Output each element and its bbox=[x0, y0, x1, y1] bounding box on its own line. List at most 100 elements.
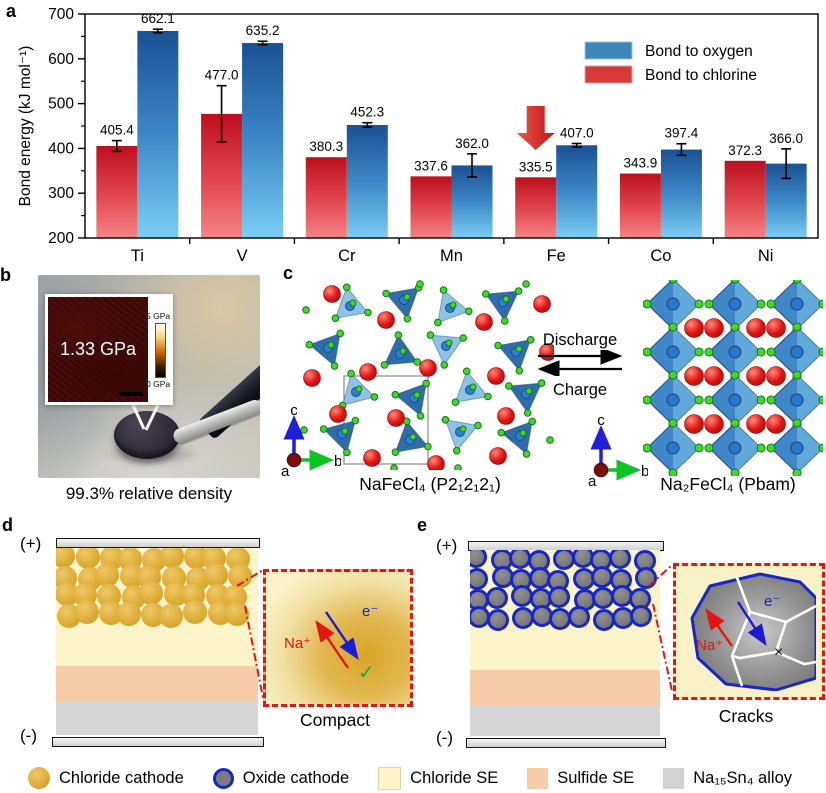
axis-triad: c b a bbox=[588, 412, 649, 490]
svg-text:Bond to chlorine: Bond to chlorine bbox=[645, 67, 757, 84]
legend-label: Na₁₅Sn₄ alloy bbox=[693, 768, 792, 787]
svg-text:Bond to oxygen: Bond to oxygen bbox=[645, 43, 753, 60]
legend-label: Sulfide SE bbox=[557, 768, 635, 787]
axis-c-label: c bbox=[290, 404, 298, 419]
reaction-arrows bbox=[537, 347, 623, 378]
svg-text:200: 200 bbox=[48, 230, 74, 247]
bar bbox=[305, 157, 347, 238]
hardness-value: 1.33 GPa bbox=[59, 339, 137, 359]
inset-connector-e bbox=[648, 564, 673, 692]
bar bbox=[96, 145, 138, 238]
nafecl4-caption: NaFeCl₄ (P2₁2₁2₁) bbox=[359, 474, 501, 494]
bond-energy-chart: 200 300 400 500 600 700 Bond energy (kJ mol⁻¹)… bbox=[17, 6, 819, 264]
positive-terminal-label: (+) bbox=[20, 534, 42, 553]
legend-label: Chloride cathode bbox=[59, 768, 184, 787]
svg-text:300: 300 bbox=[48, 185, 74, 202]
axis-c-label: c bbox=[597, 414, 605, 429]
bar-value-label: 343.9 bbox=[624, 156, 658, 171]
oxide-cathode-swatch bbox=[212, 767, 234, 789]
bar bbox=[515, 177, 557, 238]
cracks-caption: Cracks bbox=[718, 706, 774, 726]
positive-electrode bbox=[56, 538, 260, 548]
bar-value-label: 397.4 bbox=[665, 126, 699, 141]
y-axis: 200 300 400 500 600 700 Bond energy (kJ mol⁻¹) bbox=[17, 6, 85, 247]
bar bbox=[242, 43, 284, 239]
bar-value-label: 362.0 bbox=[455, 136, 489, 151]
bar bbox=[410, 176, 452, 238]
panel-label-a: a bbox=[6, 1, 17, 21]
callout-pointer bbox=[131, 404, 160, 431]
oxide-cathode-particle bbox=[548, 586, 570, 608]
sulfide-se-swatch bbox=[527, 767, 549, 789]
chloride-cathode-particle bbox=[139, 581, 163, 605]
legend-item-alloy: Na₁₅Sn₄ alloy bbox=[663, 767, 792, 789]
series-chlorine: 405.4 477.0 380.3 337.6 335.5 343.9 372.3 bbox=[96, 68, 766, 238]
chloride-cathode-particle bbox=[159, 548, 184, 568]
svg-text:Ti: Ti bbox=[131, 247, 144, 264]
discharge-label: Discharge bbox=[542, 331, 618, 349]
cross-icon: × bbox=[774, 644, 784, 661]
alloy-swatch bbox=[663, 767, 685, 789]
chloride-cathode-particle bbox=[225, 601, 249, 626]
colorbar bbox=[155, 323, 166, 378]
bar-value-label: 407.0 bbox=[560, 125, 594, 140]
chart-legend: Bond to oxygen Bond to chlorine bbox=[584, 41, 757, 84]
alloy-anode-layer bbox=[56, 702, 258, 735]
svg-text:Co: Co bbox=[650, 247, 671, 264]
svg-text:Ni: Ni bbox=[758, 247, 774, 264]
svg-text:400: 400 bbox=[48, 140, 74, 157]
panel-label-d: d bbox=[2, 515, 13, 535]
colorbar-min-label: 0 GPa bbox=[146, 379, 171, 389]
legend-item-sulfide-se: Sulfide SE bbox=[527, 767, 635, 789]
pellet-photo: 1.33 GPa 5 GPa 0 GPa bbox=[38, 275, 260, 478]
axis-a-label: a bbox=[281, 463, 290, 478]
bar-value-label: 477.0 bbox=[205, 68, 239, 83]
negative-electrode-e bbox=[466, 738, 666, 748]
sodium-ion-label-e: Na⁺ bbox=[696, 637, 724, 654]
bar bbox=[137, 30, 179, 238]
discharge-charge-arrows: Discharge Charge bbox=[528, 331, 632, 400]
alloy-anode-layer-e bbox=[470, 705, 660, 736]
negative-electrode bbox=[52, 737, 264, 747]
oxide-cathode-particle bbox=[470, 550, 487, 568]
oxide-cathode-particle bbox=[485, 587, 508, 609]
axis-triad-left: c b a bbox=[281, 402, 342, 480]
panel-label-e: e bbox=[417, 515, 428, 535]
na2fecl4-caption: Na₂FeCl₄ (Pbam) bbox=[660, 474, 796, 494]
electron-label-e: e⁻ bbox=[764, 593, 781, 610]
chloride-cathode-swatch bbox=[28, 767, 50, 789]
ion-electron-arrows bbox=[315, 611, 359, 669]
oxide-cathode-particle bbox=[486, 608, 509, 631]
bar-value-label: 380.3 bbox=[309, 139, 343, 154]
oxide-cathode-layer bbox=[470, 550, 660, 632]
charge-label: Charge bbox=[552, 381, 608, 399]
bar-value-label: 452.3 bbox=[350, 105, 384, 120]
legend-item-chloride-se: Chloride SE bbox=[378, 766, 499, 790]
relative-density-caption: 99.3% relative density bbox=[65, 484, 233, 503]
inset-connector bbox=[236, 569, 264, 699]
axis-b-label: b bbox=[334, 453, 341, 470]
bar bbox=[556, 145, 598, 238]
bar-value-label: 405.4 bbox=[100, 123, 134, 138]
compact-inset: Na⁺ e⁻ ✓ bbox=[263, 569, 413, 707]
axis-triad: c b a bbox=[281, 402, 342, 480]
chloride-cathode-particle bbox=[183, 599, 207, 624]
chloride-cathode-particle bbox=[74, 599, 99, 624]
chloride-cathode-layer bbox=[56, 548, 258, 628]
legend-item-chloride-cathode: Chloride cathode bbox=[28, 767, 184, 789]
axis-b-label: b bbox=[641, 463, 648, 480]
hardness-map: 1.33 GPa bbox=[48, 297, 148, 402]
legend-label: Chloride SE bbox=[410, 768, 499, 787]
highlight-arrow-icon bbox=[516, 106, 555, 150]
cracked-particle bbox=[690, 572, 818, 692]
chloride-cathode-particle bbox=[158, 603, 183, 628]
figure-legend: Chloride cathode Oxide cathode Chloride … bbox=[28, 764, 824, 792]
legend-label: Oxide cathode bbox=[242, 768, 350, 787]
cracks-inset: Na⁺ e⁻ × bbox=[673, 563, 825, 700]
hardness-inset: 1.33 GPa 5 GPa 0 GPa bbox=[45, 294, 173, 405]
chloride-cathode-particle bbox=[116, 601, 141, 626]
bar bbox=[724, 160, 766, 238]
bar-value-label: 635.2 bbox=[246, 23, 280, 38]
series-oxygen: 662.1 635.2 452.3 362.0 407.0 397.4 bbox=[137, 11, 807, 239]
